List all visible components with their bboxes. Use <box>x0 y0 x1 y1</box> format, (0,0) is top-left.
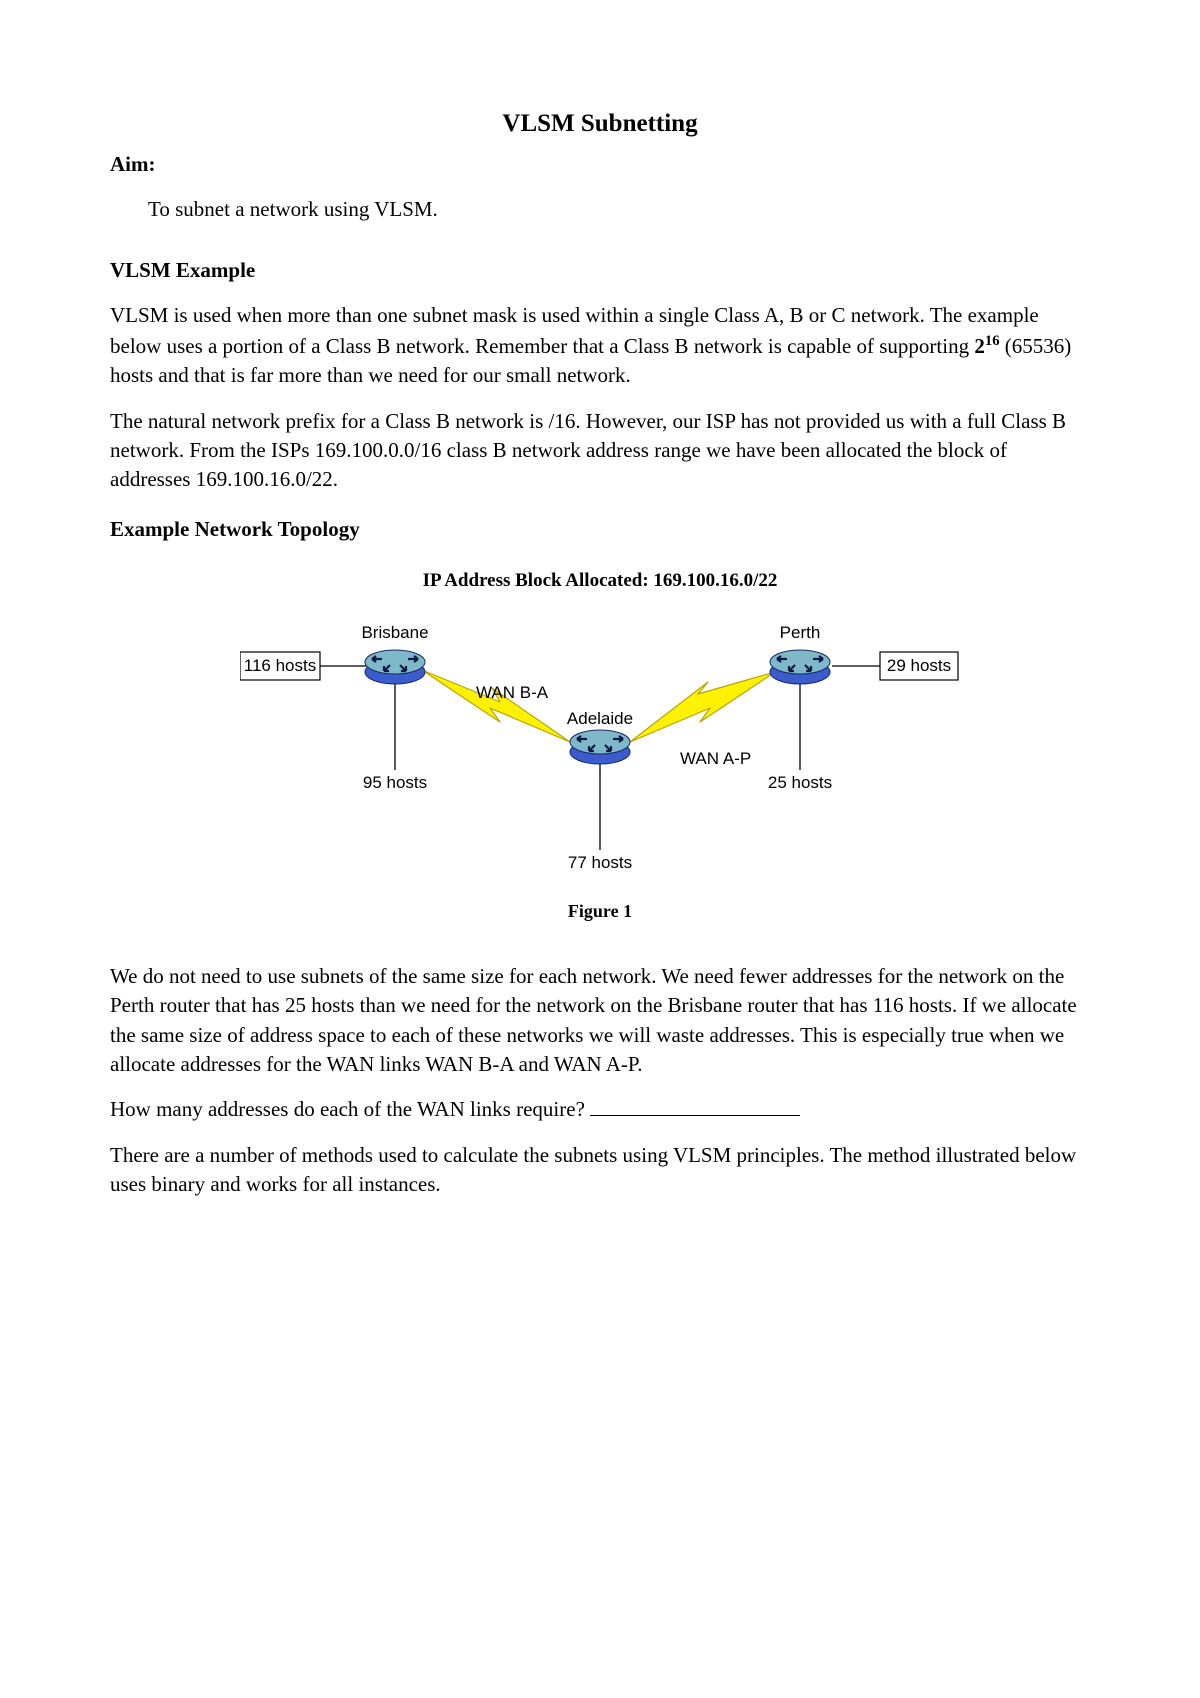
paragraph-4-text: How many addresses do each of the WAN li… <box>110 1097 590 1121</box>
router-label-brisbane: Brisbane <box>361 623 428 642</box>
router-perth: Perth <box>770 623 830 684</box>
host-label-adel-down: 77 hosts <box>568 853 632 872</box>
wan-bolt-ba <box>422 670 570 742</box>
host-label-bris-left: 116 hosts <box>244 656 316 675</box>
paragraph-5: There are a number of methods used to ca… <box>110 1141 1090 1200</box>
network-diagram: 116 hosts 95 hosts 77 hosts 29 hosts 25 … <box>240 602 960 922</box>
router-label-perth: Perth <box>780 623 821 642</box>
host-label-bris-down: 95 hosts <box>363 773 427 792</box>
ip-block-label: IP Address Block Allocated: 169.100.16.0… <box>110 570 1090 592</box>
heading-vlsm-example: VLSM Example <box>110 258 1090 283</box>
aim-text: To subnet a network using VLSM. <box>148 195 1090 224</box>
paragraph-2: The natural network prefix for a Class B… <box>110 407 1090 495</box>
topology-svg: 116 hosts 95 hosts 77 hosts 29 hosts 25 … <box>240 602 960 892</box>
wan-label-ba: WAN B-A <box>476 683 549 702</box>
paragraph-3: We do not need to use subnets of the sam… <box>110 962 1090 1080</box>
answer-blank[interactable] <box>590 1115 800 1116</box>
figure-caption: Figure 1 <box>240 901 960 922</box>
exp-base: 2 <box>974 334 985 358</box>
host-label-perth-right: 29 hosts <box>887 656 951 675</box>
wan-label-ap: WAN A-P <box>680 749 751 768</box>
paragraph-4: How many addresses do each of the WAN li… <box>110 1095 1090 1124</box>
host-label-perth-down: 25 hosts <box>768 773 832 792</box>
page: VLSM Subnetting Aim: To subnet a network… <box>0 0 1200 1698</box>
paragraph-1: VLSM is used when more than one subnet m… <box>110 301 1090 390</box>
wan-bolt-ap <box>630 672 775 742</box>
paragraph-1a: VLSM is used when more than one subnet m… <box>110 303 1039 357</box>
router-adelaide <box>570 730 630 764</box>
router-brisbane: Brisbane <box>361 623 428 684</box>
router-label-adelaide: Adelaide <box>567 709 633 728</box>
heading-aim: Aim: <box>110 152 1090 177</box>
heading-topology: Example Network Topology <box>110 517 1090 542</box>
exp-pow: 16 <box>985 333 1000 349</box>
page-title: VLSM Subnetting <box>110 110 1090 138</box>
